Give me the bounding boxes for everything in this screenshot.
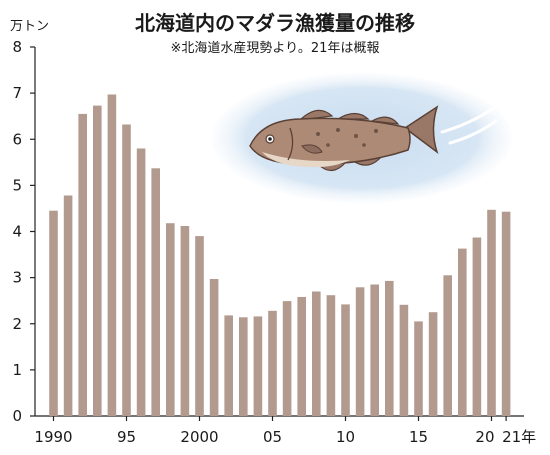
bar-2009 bbox=[326, 295, 336, 416]
bar-1990 bbox=[49, 210, 58, 416]
bar-2019 bbox=[472, 237, 482, 416]
y-tick-label: 7 bbox=[12, 84, 22, 102]
bar-2005 bbox=[268, 310, 277, 416]
x-tick-label: 2000 bbox=[180, 428, 218, 446]
chart-title: 北海道内のマダラ漁獲量の推移 bbox=[135, 11, 415, 35]
x-axis-ticks: 1990 95 2000 05 10 15 20 21年 bbox=[34, 416, 536, 446]
x-tick-label: 1990 bbox=[34, 428, 72, 446]
bar-2014 bbox=[399, 304, 409, 416]
x-tick-label: 95 bbox=[117, 428, 136, 446]
bar-2008 bbox=[312, 291, 321, 416]
bar-2001 bbox=[209, 279, 219, 416]
bar-2018 bbox=[458, 248, 467, 416]
bar-1994 bbox=[107, 94, 117, 416]
bar-2006 bbox=[282, 301, 292, 416]
x-tick-label: 05 bbox=[263, 428, 282, 446]
cod-fish-icon bbox=[249, 105, 439, 172]
y-tick-label: 0 bbox=[12, 407, 22, 425]
y-tick-label: 6 bbox=[12, 130, 22, 148]
bar-2004 bbox=[253, 316, 263, 416]
motion-lines-icon bbox=[440, 106, 498, 145]
bar-1991 bbox=[63, 195, 73, 416]
bar-2017 bbox=[443, 275, 452, 416]
bar-2002 bbox=[224, 315, 233, 416]
illustration bbox=[212, 73, 512, 203]
bar-2012 bbox=[370, 284, 379, 416]
bar-1998 bbox=[166, 223, 175, 416]
y-tick-label: 4 bbox=[12, 223, 22, 241]
x-tick-label: 10 bbox=[336, 428, 355, 446]
bar-1992 bbox=[78, 113, 87, 417]
x-tick-label: 15 bbox=[409, 428, 428, 446]
y-tick-label: 3 bbox=[12, 269, 22, 287]
y-tick-label: 8 bbox=[12, 38, 22, 56]
x-tick-label: 20 bbox=[475, 428, 494, 446]
bar-2015 bbox=[414, 321, 423, 416]
bar-2016 bbox=[428, 312, 438, 416]
chart-subtitle: ※北海道水産現勢より。21年は概報 bbox=[171, 40, 380, 56]
bar-2000 bbox=[195, 236, 204, 416]
y-axis-ticks: 0 1 2 3 4 5 6 7 8 bbox=[12, 38, 35, 425]
bar-1995 bbox=[122, 124, 131, 416]
bar-2007 bbox=[297, 297, 306, 416]
y-tick-label: 1 bbox=[12, 361, 22, 379]
y-axis-unit: 万トン bbox=[10, 19, 49, 34]
bar-1997 bbox=[151, 168, 160, 416]
bar-1993 bbox=[93, 105, 102, 416]
y-tick-label: 2 bbox=[12, 315, 22, 333]
bar-1999 bbox=[180, 226, 190, 416]
bar-1996 bbox=[136, 148, 146, 416]
bar-2020 bbox=[487, 209, 496, 416]
bar-2003 bbox=[239, 317, 248, 416]
x-tick-label: 21年 bbox=[502, 428, 536, 446]
bar-2013 bbox=[385, 280, 394, 416]
y-tick-label: 5 bbox=[12, 176, 22, 194]
bar-2011 bbox=[355, 287, 365, 416]
bars bbox=[49, 94, 511, 417]
bar-2010 bbox=[341, 304, 350, 416]
bar-2021 bbox=[501, 211, 511, 416]
